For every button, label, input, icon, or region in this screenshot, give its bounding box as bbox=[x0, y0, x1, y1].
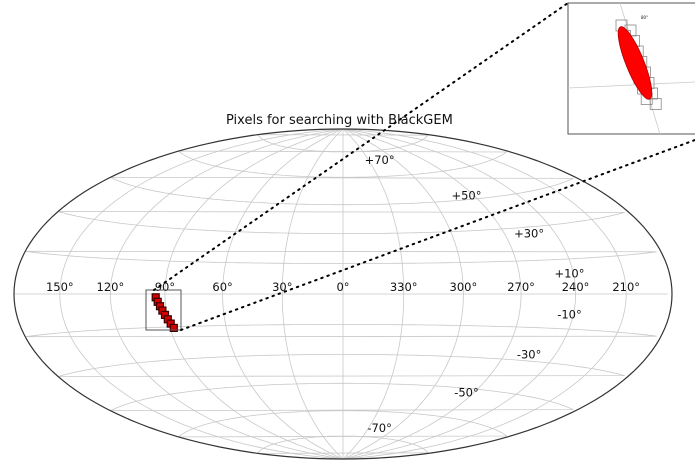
x-tick-label: 0° bbox=[336, 280, 349, 294]
zoom-inset: 80° bbox=[567, 2, 695, 135]
y-tick-label: +50° bbox=[451, 188, 481, 202]
parallel-line bbox=[57, 354, 625, 377]
x-tick-label: 60° bbox=[212, 280, 232, 294]
parallel-line bbox=[257, 134, 429, 153]
parallel-line bbox=[57, 211, 625, 234]
zoom-connector-bottom bbox=[180, 139, 695, 331]
parallel-line bbox=[110, 382, 574, 412]
x-tick-label: 120° bbox=[97, 280, 125, 294]
graticule-grid bbox=[14, 128, 668, 460]
parallel-line bbox=[178, 410, 508, 438]
zoom-connector-top bbox=[153, 2, 569, 291]
parallel-line bbox=[25, 324, 657, 338]
y-tick-label: +70° bbox=[365, 153, 395, 167]
inset-pixel-outline bbox=[649, 98, 662, 110]
x-tick-label: 270° bbox=[507, 280, 535, 294]
x-tick-label: 210° bbox=[612, 280, 640, 294]
x-tick-label: 300° bbox=[450, 280, 478, 294]
parallel-line bbox=[110, 176, 574, 206]
x-tick-label: 330° bbox=[390, 280, 418, 294]
inset-probability-region bbox=[617, 26, 653, 100]
zoom-box bbox=[145, 289, 182, 331]
y-tick-label: -50° bbox=[454, 386, 479, 400]
parallel-line bbox=[178, 150, 508, 178]
x-tick-label: 30° bbox=[272, 280, 292, 294]
y-tick-label: +10° bbox=[554, 267, 584, 281]
y-tick-label: -10° bbox=[557, 307, 582, 321]
map-boundary bbox=[13, 128, 673, 460]
latitude-tick-labels: +70° +50° +30° +10° -10° -30° -50° -70° bbox=[365, 153, 585, 435]
inset-grid-line bbox=[567, 81, 695, 89]
x-tick-label: 240° bbox=[562, 280, 590, 294]
longitude-tick-labels: 150° 120° 90° 60° 30° 0° 330° 300° 270° 240° 210° bbox=[46, 280, 640, 294]
y-tick-label: -30° bbox=[517, 347, 542, 361]
search-pixels bbox=[151, 293, 178, 332]
y-tick-label: -70° bbox=[367, 421, 392, 435]
chart-title: Pixels for searching with BlackGEM bbox=[226, 113, 453, 128]
parallel-line bbox=[25, 250, 657, 264]
inset-label: 80° bbox=[641, 15, 648, 20]
y-tick-label: +30° bbox=[514, 227, 544, 241]
search-pixel bbox=[169, 323, 178, 332]
x-tick-label: 150° bbox=[46, 280, 74, 294]
